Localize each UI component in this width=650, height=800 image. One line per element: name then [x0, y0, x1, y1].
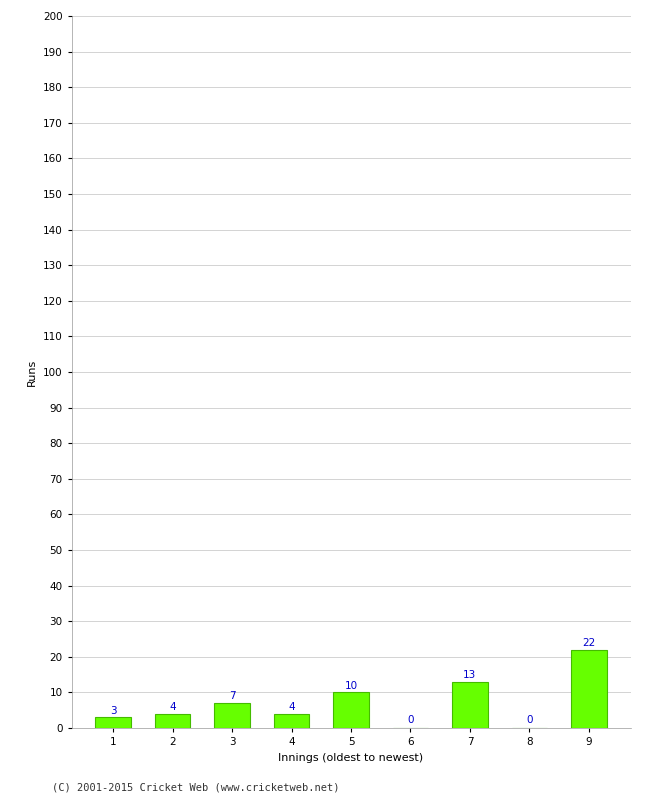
Bar [214, 703, 250, 728]
Y-axis label: Runs: Runs [27, 358, 37, 386]
Text: 10: 10 [344, 681, 358, 690]
Text: 0: 0 [407, 715, 413, 725]
Bar [452, 682, 488, 728]
Text: 13: 13 [463, 670, 476, 680]
Text: 4: 4 [288, 702, 295, 712]
Bar [155, 714, 190, 728]
Text: 7: 7 [229, 691, 235, 702]
X-axis label: Innings (oldest to newest): Innings (oldest to newest) [278, 753, 424, 762]
Bar [571, 650, 606, 728]
Text: (C) 2001-2015 Cricket Web (www.cricketweb.net): (C) 2001-2015 Cricket Web (www.cricketwe… [52, 782, 339, 792]
Bar [274, 714, 309, 728]
Bar [96, 718, 131, 728]
Text: 0: 0 [526, 715, 532, 725]
Text: 22: 22 [582, 638, 595, 648]
Bar [333, 693, 369, 728]
Text: 3: 3 [110, 706, 116, 715]
Text: 4: 4 [169, 702, 176, 712]
